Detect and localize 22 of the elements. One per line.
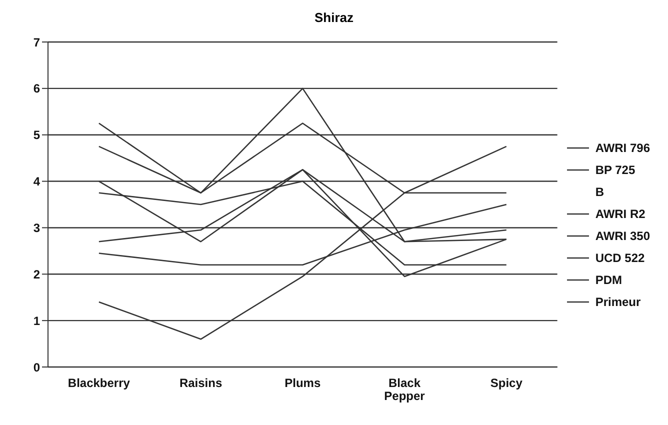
y-tick-label: 1 (33, 314, 40, 328)
y-tick-label: 6 (33, 82, 40, 96)
y-tick-label: 5 (33, 128, 40, 142)
y-tick-label: 0 (33, 360, 40, 374)
y-tick-label: 3 (33, 220, 40, 235)
legend-label: AWRI 350 (595, 228, 650, 242)
legend-label: AWRI R2 (595, 206, 646, 220)
legend-label: Primeur (595, 294, 641, 308)
legend-label: BP 725 (595, 162, 636, 176)
legend-label: UCD 522 (595, 250, 645, 264)
y-tick-label: 4 (33, 174, 40, 189)
x-tick-label: Raisins (179, 376, 222, 390)
chart-title: Shiraz (313, 9, 354, 27)
legend-label: PDM (595, 272, 622, 286)
text: B (595, 184, 604, 198)
x-tick-label: Black Pepper (384, 376, 426, 403)
x-tick-label: Blackberry (68, 376, 130, 390)
y-tick-label: 7 (33, 35, 40, 50)
y-tick-label: 2 (33, 267, 40, 282)
x-tick-label: Spicy (490, 376, 523, 390)
x-tick-label: Plums (284, 376, 321, 390)
legend-label: AWRI 796 (595, 140, 650, 154)
